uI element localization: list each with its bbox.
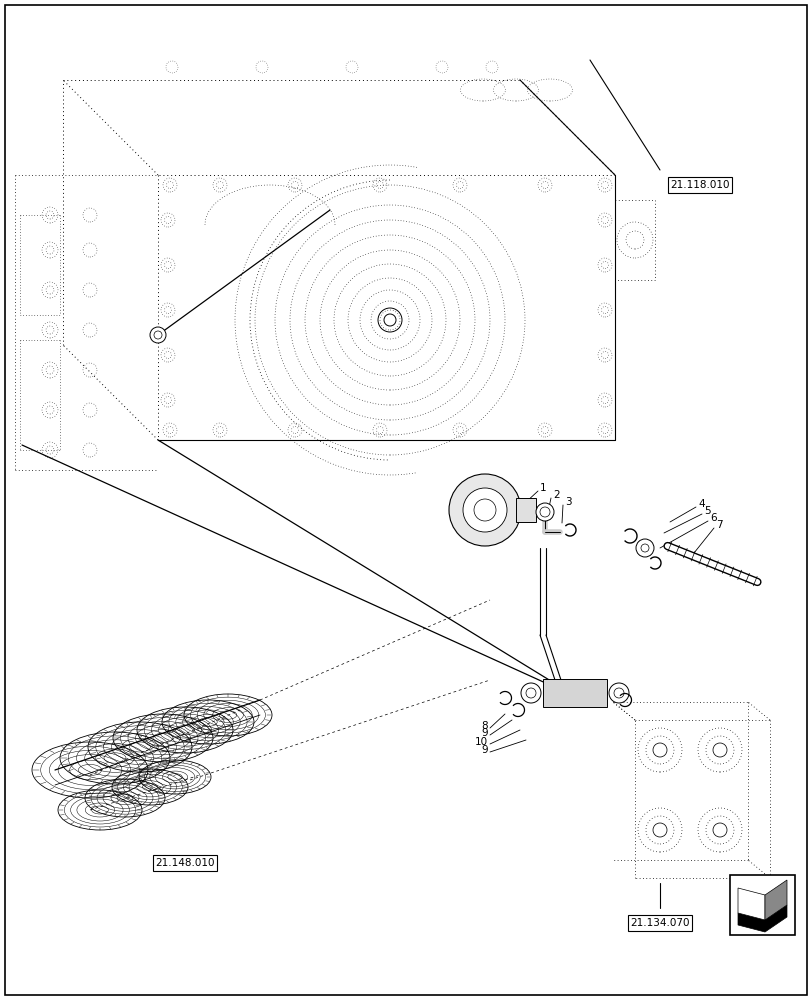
Text: 4: 4 — [697, 499, 704, 509]
Text: 6: 6 — [709, 513, 716, 523]
Bar — [515, 498, 535, 522]
Polygon shape — [764, 880, 786, 920]
Text: 21.148.010: 21.148.010 — [155, 858, 214, 868]
Text: 1: 1 — [539, 483, 546, 493]
Text: 5: 5 — [703, 506, 710, 516]
Text: 2: 2 — [552, 490, 559, 500]
Text: 21.118.010: 21.118.010 — [669, 180, 729, 190]
Circle shape — [608, 683, 629, 703]
Text: 8: 8 — [481, 721, 487, 731]
Text: 10: 10 — [474, 737, 487, 747]
Circle shape — [521, 683, 540, 703]
Bar — [729, 875, 794, 935]
Text: 21.134.070: 21.134.070 — [629, 918, 689, 928]
Circle shape — [448, 474, 521, 546]
Circle shape — [462, 488, 506, 532]
Text: 9: 9 — [481, 728, 487, 738]
Circle shape — [535, 503, 553, 521]
Circle shape — [150, 327, 165, 343]
Text: 9: 9 — [481, 745, 487, 755]
Text: 7: 7 — [715, 520, 722, 530]
Polygon shape — [737, 888, 764, 920]
Polygon shape — [737, 905, 786, 932]
Circle shape — [635, 539, 653, 557]
Bar — [543, 679, 607, 707]
Text: 3: 3 — [564, 497, 571, 507]
